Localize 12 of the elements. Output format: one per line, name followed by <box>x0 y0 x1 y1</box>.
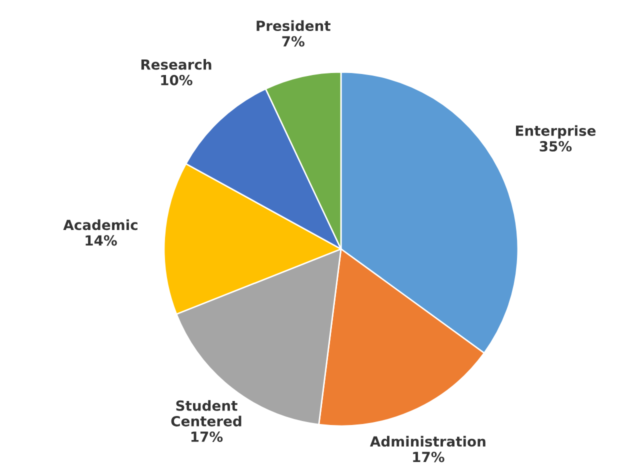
data-label: 10% <box>161 74 192 86</box>
slice-label: Student Centered <box>171 400 242 426</box>
data-label: 7% <box>282 36 304 47</box>
slice-label: Research <box>141 59 212 70</box>
data-label: 17% <box>413 452 444 462</box>
slice-label: Enterprise <box>516 125 596 139</box>
slice-label: President <box>256 20 330 32</box>
data-label: 17% <box>191 432 223 442</box>
slice-label: Administration <box>370 436 486 447</box>
data-label: 35% <box>540 141 572 152</box>
data-label: 14% <box>86 235 117 246</box>
slice-label: Academic <box>63 219 138 230</box>
